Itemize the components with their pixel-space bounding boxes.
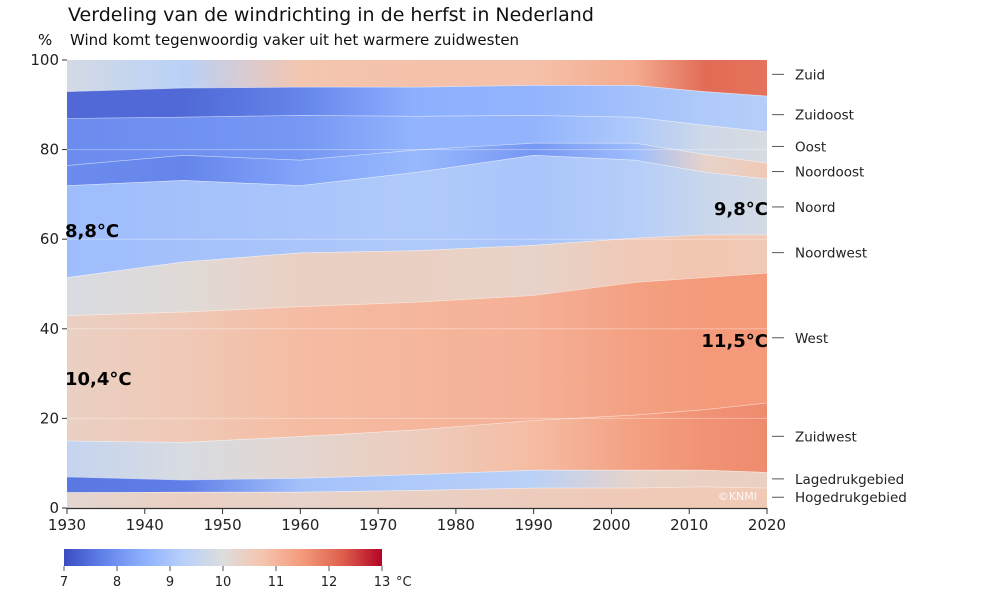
- x-tick-label: 2000: [592, 516, 630, 534]
- band-label-lagedrukgebied: Lagedrukgebied: [795, 472, 904, 488]
- band-label-zuid: Zuid: [795, 67, 825, 83]
- y-tick-label: 80: [40, 141, 59, 159]
- colorbar-tick-label: 9: [166, 575, 174, 590]
- band-label-noord: Noord: [795, 200, 836, 216]
- colorbar-gradient: [64, 549, 382, 566]
- x-tick-label: 1930: [48, 516, 86, 534]
- y-tick-label: 100: [30, 51, 59, 69]
- band-zuidoost: [67, 85, 767, 132]
- x-tick-label: 1990: [515, 516, 553, 534]
- x-tick-label: 2020: [748, 516, 786, 534]
- y-tick-label: 60: [40, 230, 59, 248]
- bands-layer: [66, 60, 768, 508]
- x-tick-label: 1950: [203, 516, 241, 534]
- colorbar-unit-label: °C: [396, 575, 412, 590]
- band-oost: [67, 115, 767, 166]
- band-label-oost: Oost: [795, 139, 826, 155]
- x-tick-label: 2010: [670, 516, 708, 534]
- chart-subtitle: Wind komt tegenwoordig vaker uit het war…: [70, 31, 520, 49]
- band-west: [67, 272, 767, 443]
- band-lagedrukgebied: [67, 469, 767, 493]
- band-noordoost: [67, 142, 767, 186]
- band-labels: Zuid Zuidoost Oost Noordoost Noord Noordwest W…: [772, 67, 907, 506]
- band-label-noordoost: Noordoost: [795, 165, 864, 181]
- colorbar-tick-label: 12: [321, 575, 338, 590]
- x-tick-label: 1940: [126, 516, 164, 534]
- band-label-noordwest: Noordwest: [795, 246, 867, 262]
- band-noord: [67, 155, 767, 278]
- band-label-zuidwest: Zuidwest: [795, 429, 857, 445]
- axes: 1930 1940 1950 1960 1970 1980 1990 2000 2010 2020…: [30, 51, 786, 534]
- temperature-annotation: 8,8°C: [65, 221, 119, 242]
- band-label-west: West: [795, 331, 828, 347]
- colorbar-tick-label: 11: [268, 575, 285, 590]
- colorbar-tick-label: 8: [113, 575, 121, 590]
- colorbar-tick-label: 7: [60, 575, 68, 590]
- band-hogedrukgebied: [67, 486, 767, 508]
- band-label-hogedrukgebied: Hogedrukgebied: [795, 490, 907, 506]
- band-label-zuidoost: Zuidoost: [795, 108, 854, 124]
- temperature-annotation: 9,8°C: [714, 199, 768, 220]
- y-tick-label: 20: [40, 409, 59, 427]
- temperature-annotation: 11,5°C: [701, 331, 768, 352]
- temperature-annotation: 10,4°C: [65, 369, 132, 390]
- colorbar: 7 8 9 10 11 12 13 °C: [60, 549, 412, 590]
- chart-title: Verdeling van de windrichting in de herf…: [68, 4, 594, 26]
- colorbar-tick-label: 13: [374, 575, 391, 590]
- band-noordwest: [67, 234, 767, 316]
- y-axis-unit-label: %: [38, 31, 53, 49]
- credit-label: ©KNMI: [718, 490, 757, 503]
- temperature-annotations: 8,8°C 10,4°C 9,8°C 11,5°C: [65, 199, 768, 390]
- colorbar-tick-label: 10: [215, 575, 232, 590]
- x-tick-label: 1960: [281, 516, 319, 534]
- band-zuidwest: [67, 402, 767, 480]
- x-tick-label: 1980: [437, 516, 475, 534]
- band-zuid: [67, 60, 767, 96]
- y-tick-label: 0: [49, 499, 59, 517]
- y-tick-label: 40: [40, 320, 59, 338]
- x-tick-label: 1970: [359, 516, 397, 534]
- gridlines: [67, 149, 767, 419]
